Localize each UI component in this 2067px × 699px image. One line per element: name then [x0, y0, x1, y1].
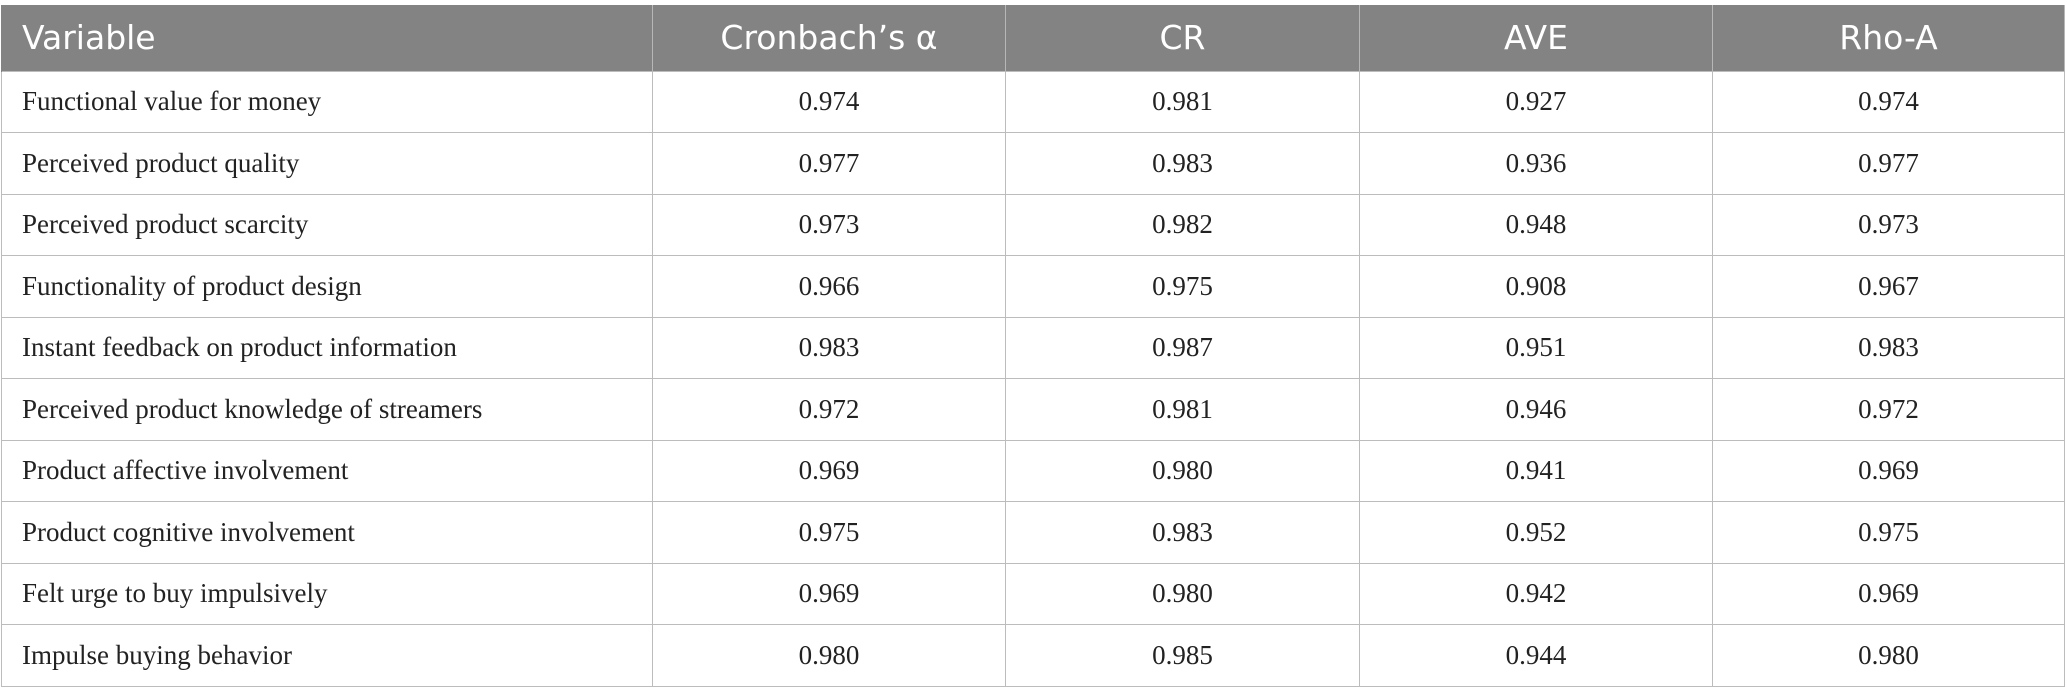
header-cr: CR	[1005, 5, 1360, 71]
reliability-table: Variable Cronbach’s α CR AVE Rho-A Funct…	[1, 5, 2065, 687]
table-row: Impulse buying behavior 0.980 0.985 0.94…	[1, 624, 2065, 687]
cell-rho-a: 0.980	[1712, 624, 2065, 687]
table-row: Perceived product knowledge of streamers…	[1, 378, 2065, 441]
header-variable: Variable	[1, 5, 653, 71]
cell-cr: 0.982	[1005, 193, 1360, 256]
header-rho-a: Rho-A	[1712, 5, 2065, 71]
table-row: Perceived product scarcity 0.973 0.982 0…	[1, 193, 2065, 256]
cell-variable: Functional value for money	[1, 70, 653, 133]
cell-variable: Felt urge to buy impulsively	[1, 562, 653, 625]
cell-cr: 0.981	[1005, 378, 1360, 441]
cell-cronbach-alpha: 0.972	[652, 378, 1006, 441]
header-ave: AVE	[1359, 5, 1713, 71]
cell-cr: 0.983	[1005, 132, 1360, 195]
cell-rho-a: 0.969	[1712, 439, 2065, 502]
cell-rho-a: 0.969	[1712, 562, 2065, 625]
cell-ave: 0.948	[1359, 193, 1713, 256]
cell-cronbach-alpha: 0.969	[652, 562, 1006, 625]
cell-cronbach-alpha: 0.969	[652, 439, 1006, 502]
cell-rho-a: 0.973	[1712, 193, 2065, 256]
cell-rho-a: 0.975	[1712, 501, 2065, 564]
cell-cr: 0.981	[1005, 70, 1360, 133]
cell-cr: 0.987	[1005, 316, 1360, 379]
cell-ave: 0.951	[1359, 316, 1713, 379]
cell-cronbach-alpha: 0.973	[652, 193, 1006, 256]
cell-variable: Impulse buying behavior	[1, 624, 653, 687]
cell-ave: 0.908	[1359, 255, 1713, 318]
cell-variable: Perceived product knowledge of streamers	[1, 378, 653, 441]
cell-rho-a: 0.974	[1712, 70, 2065, 133]
table-row: Instant feedback on product information …	[1, 316, 2065, 379]
cell-ave: 0.946	[1359, 378, 1713, 441]
cell-variable: Perceived product scarcity	[1, 193, 653, 256]
cell-variable: Instant feedback on product information	[1, 316, 653, 379]
cell-rho-a: 0.972	[1712, 378, 2065, 441]
cell-ave: 0.936	[1359, 132, 1713, 195]
table-row: Product cognitive involvement 0.975 0.98…	[1, 501, 2065, 564]
cell-cronbach-alpha: 0.977	[652, 132, 1006, 195]
cell-ave: 0.942	[1359, 562, 1713, 625]
cell-variable: Perceived product quality	[1, 132, 653, 195]
cell-cronbach-alpha: 0.980	[652, 624, 1006, 687]
cell-ave: 0.944	[1359, 624, 1713, 687]
cell-cronbach-alpha: 0.974	[652, 70, 1006, 133]
cell-rho-a: 0.967	[1712, 255, 2065, 318]
table-body: Functional value for money 0.974 0.981 0…	[1, 70, 2065, 687]
cell-ave: 0.952	[1359, 501, 1713, 564]
cell-cr: 0.975	[1005, 255, 1360, 318]
cell-ave: 0.927	[1359, 70, 1713, 133]
table-row: Functionality of product design 0.966 0.…	[1, 255, 2065, 318]
cell-ave: 0.941	[1359, 439, 1713, 502]
cell-rho-a: 0.977	[1712, 132, 2065, 195]
header-cronbach-alpha: Cronbach’s α	[652, 5, 1006, 71]
cell-cronbach-alpha: 0.975	[652, 501, 1006, 564]
cell-cronbach-alpha: 0.983	[652, 316, 1006, 379]
cell-cronbach-alpha: 0.966	[652, 255, 1006, 318]
table-header: Variable Cronbach’s α CR AVE Rho-A	[1, 5, 2065, 71]
table-row: Perceived product quality 0.977 0.983 0.…	[1, 132, 2065, 195]
cell-variable: Product cognitive involvement	[1, 501, 653, 564]
cell-cr: 0.980	[1005, 439, 1360, 502]
cell-cr: 0.980	[1005, 562, 1360, 625]
table-row: Felt urge to buy impulsively 0.969 0.980…	[1, 562, 2065, 625]
cell-cr: 0.985	[1005, 624, 1360, 687]
cell-variable: Product affective involvement	[1, 439, 653, 502]
cell-variable: Functionality of product design	[1, 255, 653, 318]
table-row: Functional value for money 0.974 0.981 0…	[1, 70, 2065, 133]
header-row: Variable Cronbach’s α CR AVE Rho-A	[1, 5, 2065, 71]
cell-rho-a: 0.983	[1712, 316, 2065, 379]
cell-cr: 0.983	[1005, 501, 1360, 564]
table-row: Product affective involvement 0.969 0.98…	[1, 439, 2065, 502]
